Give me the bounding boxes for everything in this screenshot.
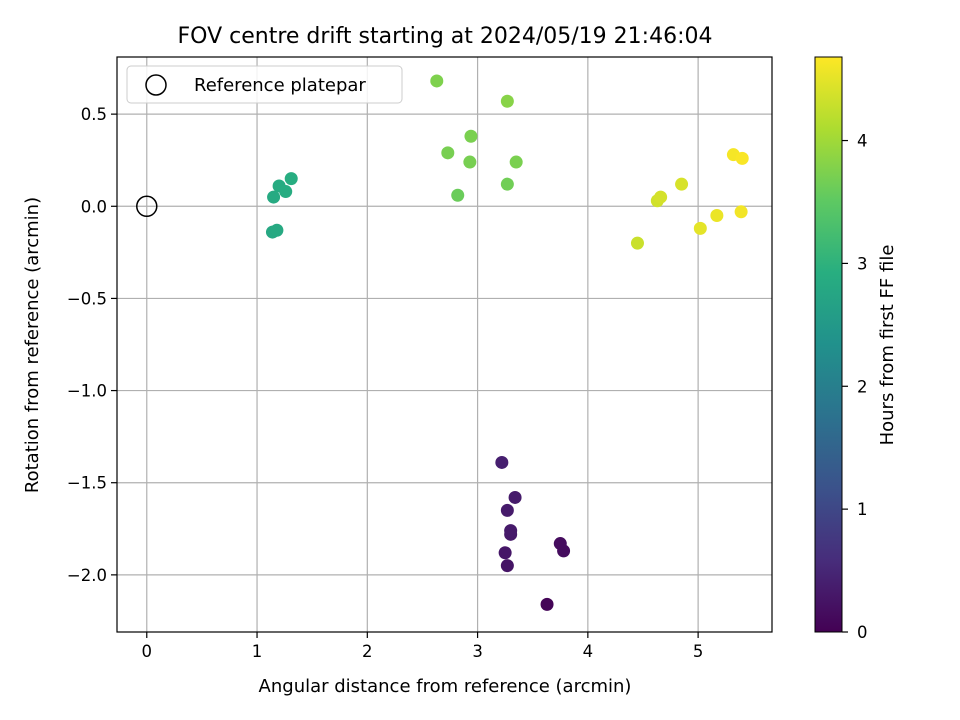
legend-reference-marker — [145, 74, 167, 96]
y-tick-label: −0.5 — [67, 289, 107, 308]
scatter-point — [270, 223, 284, 237]
y-tick-label: 0.0 — [81, 197, 107, 216]
scatter-point — [509, 155, 523, 169]
y-axis-ticks: −2.0 −1.5 −1.0 −0.5 0.0 0.5 — [67, 105, 117, 585]
x-tick-label: 0 — [142, 642, 153, 661]
colorbar-ticks: 0 1 2 3 4 — [842, 132, 868, 642]
scatter-point — [463, 155, 477, 169]
scatter-point — [451, 188, 465, 202]
scatter-point — [630, 236, 644, 250]
scatter-point — [464, 129, 478, 143]
scatter-point — [495, 455, 509, 469]
scatter-point — [675, 177, 689, 191]
grid — [117, 57, 772, 632]
x-axis-ticks: 0 1 2 3 4 5 — [142, 632, 704, 661]
scatter-point — [654, 190, 668, 204]
scatter-point — [693, 221, 707, 235]
scatter-points — [265, 74, 749, 611]
colorbar — [814, 56, 843, 633]
x-tick-label: 3 — [472, 642, 483, 661]
scatter-point — [500, 503, 514, 517]
scatter-point — [498, 546, 512, 560]
scatter-point — [710, 208, 724, 222]
legend-box — [126, 65, 403, 104]
scatter-point — [500, 94, 514, 108]
colorbar-tick-label: 4 — [857, 132, 868, 151]
scatter-point — [500, 177, 514, 191]
y-axis-label: Rotation from reference (arcmin) — [22, 197, 43, 493]
x-tick-label: 5 — [693, 642, 704, 661]
scatter-point — [500, 559, 514, 573]
y-tick-label: −1.5 — [67, 474, 107, 493]
plot-frame — [116, 56, 773, 633]
reference-marker-layer — [136, 195, 158, 218]
chart-title: FOV centre drift starting at 2024/05/19 … — [178, 24, 713, 49]
colorbar-tick-label: 2 — [857, 377, 868, 396]
scatter-point — [267, 190, 281, 204]
scatter-point — [430, 74, 444, 88]
x-tick-label: 1 — [252, 642, 263, 661]
y-tick-label: 0.5 — [81, 105, 107, 124]
colorbar-label: Hours from first FF file — [877, 245, 898, 446]
y-tick-label: −1.0 — [67, 382, 107, 401]
x-axis-label: Angular distance from reference (arcmin) — [259, 676, 632, 697]
colorbar-tick-label: 3 — [857, 254, 868, 273]
x-tick-label: 4 — [583, 642, 594, 661]
scatter-point — [553, 537, 567, 551]
scatter-point — [540, 597, 554, 611]
scatter-point — [284, 172, 298, 186]
scatter-point — [504, 524, 518, 538]
colorbar-tick-label: 1 — [857, 500, 868, 519]
scatter-point — [441, 146, 455, 160]
x-tick-label: 2 — [362, 642, 373, 661]
scatter-point — [508, 490, 522, 504]
scatter-point — [734, 205, 748, 219]
scatter-point — [735, 151, 749, 165]
scatter-point — [279, 185, 293, 199]
legend: Reference platepar — [126, 65, 403, 104]
legend-label: Reference platepar — [194, 75, 366, 96]
colorbar-tick-label: 0 — [857, 623, 868, 642]
y-tick-label: −2.0 — [67, 566, 107, 585]
reference-platepar-marker — [136, 195, 158, 218]
